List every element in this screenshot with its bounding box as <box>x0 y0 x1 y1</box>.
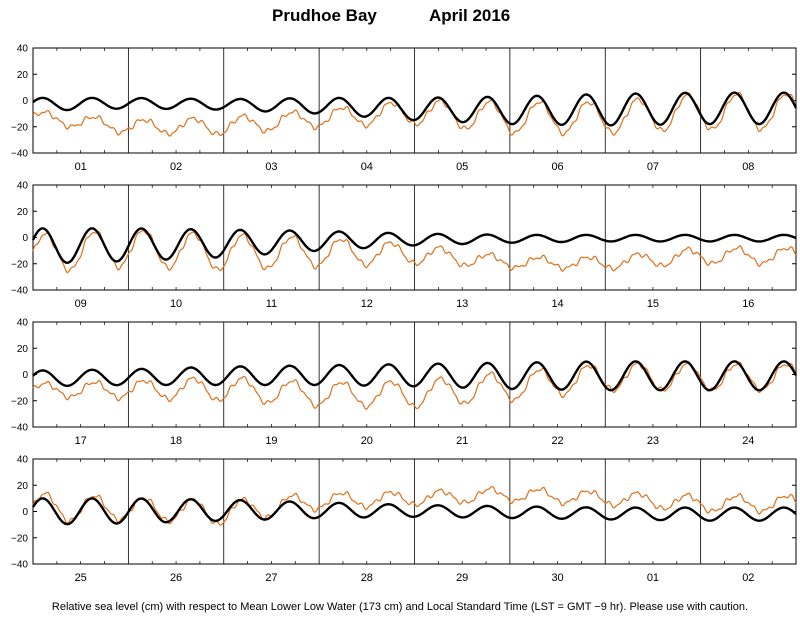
y-tick-label: 0 <box>22 96 28 107</box>
day-label: 04 <box>361 161 373 173</box>
day-label: 23 <box>647 435 659 447</box>
day-label: 16 <box>742 298 754 310</box>
period-title: April 2016 <box>429 6 511 25</box>
day-label: 14 <box>551 298 563 310</box>
y-tick-label: 40 <box>17 318 29 329</box>
day-label: 28 <box>361 572 373 584</box>
day-label: 09 <box>75 298 87 310</box>
tide-panel: 40 20 0 −20 −40 17 18 19 20 21 22 23 24 <box>11 318 798 447</box>
day-label: 27 <box>265 572 277 584</box>
y-tick-label: 40 <box>17 44 29 55</box>
tide-panel: 40 20 0 −20 −40 01 02 03 04 05 06 07 08 <box>11 44 798 173</box>
day-label: 03 <box>265 161 277 173</box>
y-tick-label: −40 <box>11 560 28 571</box>
day-label: 20 <box>361 435 373 447</box>
y-tick-label: −20 <box>11 122 28 133</box>
y-tick-label: 20 <box>17 70 29 81</box>
y-tick-label: 20 <box>17 344 29 355</box>
day-label: 19 <box>265 435 277 447</box>
y-tick-label: 40 <box>17 455 29 466</box>
y-tick-label: 20 <box>17 207 29 218</box>
day-label: 21 <box>456 435 468 447</box>
y-tick-label: 0 <box>22 507 28 518</box>
observed-curve <box>32 230 797 274</box>
day-label: 30 <box>551 572 563 584</box>
day-label: 01 <box>75 161 87 173</box>
day-label: 15 <box>647 298 659 310</box>
y-tick-label: 0 <box>22 233 28 244</box>
day-label: 18 <box>170 435 182 447</box>
predicted-curve <box>32 91 798 127</box>
y-tick-label: −20 <box>11 396 28 407</box>
day-label: 24 <box>742 435 754 447</box>
day-label: 11 <box>266 298 277 310</box>
day-label: 13 <box>456 298 468 310</box>
day-label: 25 <box>75 572 87 584</box>
predicted-curve <box>32 497 797 526</box>
y-tick-label: 40 <box>17 181 29 192</box>
y-tick-label: −40 <box>11 149 28 160</box>
predicted-curve <box>32 360 798 392</box>
day-label: 02 <box>742 572 754 584</box>
station-title: Prudhoe Bay <box>272 6 377 25</box>
observed-curve <box>32 361 797 410</box>
day-label: 26 <box>170 572 182 584</box>
day-label: 01 <box>647 572 659 584</box>
observed-curve <box>32 91 797 137</box>
y-tick-label: −20 <box>11 533 28 544</box>
day-label: 22 <box>551 435 563 447</box>
tide-plots: 40 20 0 −20 −40 01 02 03 04 05 06 07 08 40 20 0 −20 −40 09… <box>11 44 798 584</box>
day-label: 08 <box>742 161 754 173</box>
day-label: 17 <box>75 435 87 447</box>
day-label: 12 <box>361 298 373 310</box>
day-label: 29 <box>456 572 468 584</box>
day-label: 05 <box>456 161 468 173</box>
y-tick-label: −20 <box>11 259 28 270</box>
tide-panel: 40 20 0 −20 −40 09 10 11 12 13 14 15 16 <box>11 181 797 310</box>
y-tick-label: 0 <box>22 370 28 381</box>
y-tick-label: −40 <box>11 423 28 434</box>
day-label: 06 <box>551 161 563 173</box>
day-label: 10 <box>170 298 182 310</box>
day-label: 02 <box>170 161 182 173</box>
tide-panel: 40 20 0 −20 −40 25 26 27 28 29 30 01 02 <box>11 455 797 584</box>
predicted-curve <box>31 227 797 264</box>
y-tick-label: 20 <box>17 481 29 492</box>
day-label: 07 <box>647 161 659 173</box>
y-tick-label: −40 <box>11 286 28 297</box>
caption: Relative sea level (cm) with respect to … <box>51 601 749 613</box>
observed-curve <box>32 485 797 526</box>
